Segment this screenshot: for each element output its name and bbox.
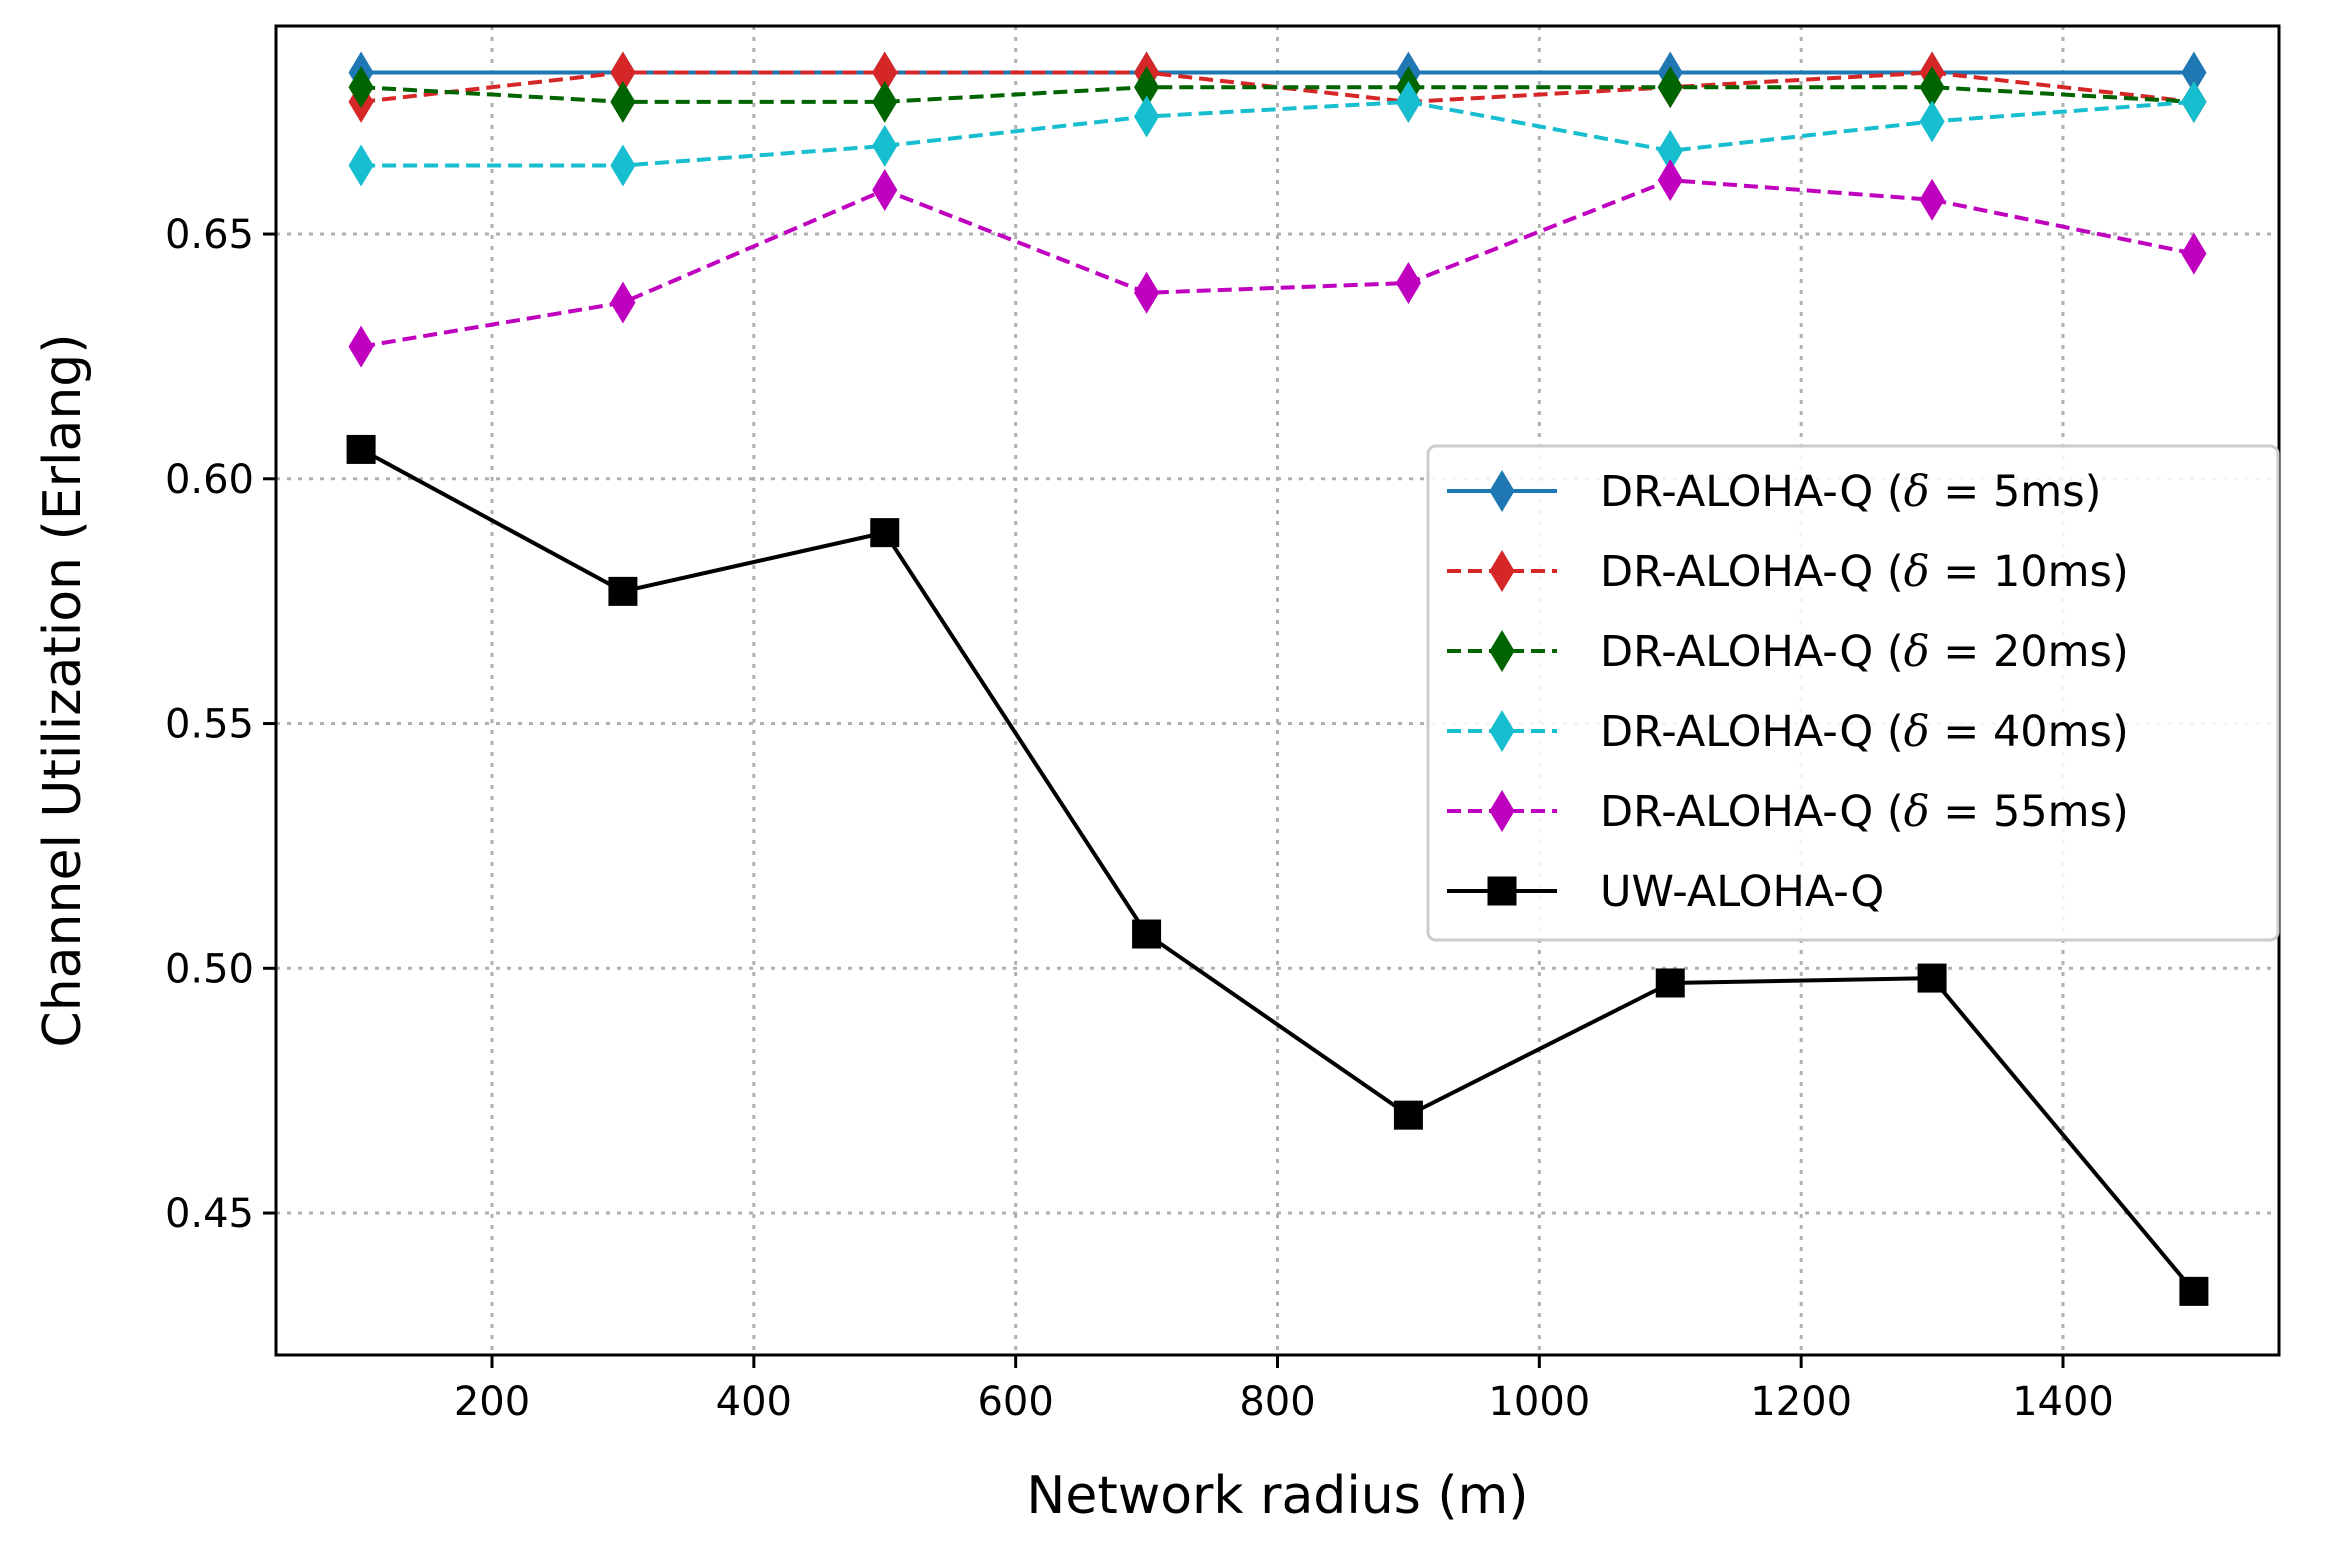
- series-5-point-7: [2179, 1276, 2209, 1306]
- series-3-point-1: [610, 144, 636, 187]
- legend-box: [1426, 444, 2280, 942]
- series-2-line: [360, 85, 2195, 104]
- grid: [276, 26, 2279, 1355]
- series-3-point-4: [1395, 80, 1421, 123]
- series-4-point-7: [2181, 232, 2207, 275]
- series-5-point-0: [346, 434, 376, 464]
- series-3-point-3: [1134, 95, 1160, 138]
- x-axis-label: Network radius (m): [1026, 1466, 1528, 1526]
- series-3: [348, 80, 2207, 187]
- series-2-point-5: [1657, 66, 1683, 109]
- series-5-point-6: [1917, 963, 1947, 993]
- y-tick-label-4: 0.65: [165, 212, 254, 258]
- series-1-line: [360, 70, 2195, 104]
- series-4-point-1: [610, 281, 636, 324]
- series-5: [346, 434, 2209, 1306]
- series-4-point-0: [348, 325, 374, 368]
- x-tick-label-400: 400: [716, 1379, 792, 1425]
- x-tick-label-800: 800: [1239, 1379, 1315, 1425]
- legend-entry-2: DR-ALOHA-Q (δ = 20ms): [1447, 627, 2129, 677]
- legend-label-1: DR-ALOHA-Q (δ = 10ms): [1600, 547, 2129, 597]
- legend-label-0: DR-ALOHA-Q (δ = 5ms): [1600, 467, 2101, 517]
- series-3-point-2: [872, 124, 898, 167]
- series-5-point-4: [1393, 1100, 1423, 1130]
- x-tick-label-1400: 1400: [2012, 1379, 2114, 1425]
- series-2-point-0: [348, 66, 374, 109]
- series-3-line: [361, 99, 2195, 168]
- legend-swatch-marker-3: [1489, 710, 1515, 752]
- series-2-point-1: [610, 80, 636, 123]
- legend-swatch-marker-0: [1489, 470, 1515, 512]
- x-tick-label-600: 600: [977, 1379, 1053, 1425]
- legend-entry-3: DR-ALOHA-Q (δ = 40ms): [1447, 707, 2129, 757]
- legend-entry-1: DR-ALOHA-Q (δ = 10ms): [1447, 547, 2129, 597]
- series-4-point-6: [1919, 178, 1945, 221]
- legend-swatch-marker-4: [1489, 790, 1515, 832]
- series-5-point-1: [608, 576, 638, 606]
- y-tick-label-1: 0.50: [165, 946, 254, 992]
- legend-entry-5: UW-ALOHA-Q: [1447, 867, 1884, 917]
- x-tick-label-200: 200: [454, 1379, 530, 1425]
- legend-swatch-marker-5: [1487, 876, 1517, 906]
- legend-label-4: DR-ALOHA-Q (δ = 55ms): [1600, 787, 2129, 837]
- series-4: [348, 159, 2207, 368]
- x-tick-label-1200: 1200: [1750, 1379, 1852, 1425]
- series-5-point-2: [870, 518, 900, 548]
- legend-label-5: UW-ALOHA-Q: [1600, 867, 1884, 917]
- y-axis-label: Channel Utilization (Erlang): [33, 333, 93, 1047]
- y-tick-label-3: 0.60: [165, 457, 254, 503]
- series: [346, 51, 2209, 1306]
- y-tick-label-0: 0.45: [165, 1191, 254, 1237]
- series-4-point-5: [1657, 159, 1683, 202]
- series-2-point-2: [872, 80, 898, 123]
- legend-label-2: DR-ALOHA-Q (δ = 20ms): [1600, 627, 2129, 677]
- series-3-point-6: [1919, 100, 1945, 143]
- series-5-point-5: [1655, 968, 1685, 998]
- x-tick-label-1000: 1000: [1488, 1379, 1590, 1425]
- series-4-point-4: [1395, 262, 1421, 304]
- series-5-line: [360, 447, 2196, 1293]
- legend-entry-4: DR-ALOHA-Q (δ = 55ms): [1447, 787, 2129, 837]
- series-4-point-2: [872, 169, 898, 211]
- series-3-point-7: [2181, 80, 2207, 123]
- series-5-point-3: [1132, 919, 1162, 949]
- series-4-point-3: [1134, 271, 1160, 314]
- legend-entry-0: DR-ALOHA-Q (δ = 5ms): [1447, 467, 2101, 517]
- axis-ticks: 200 400 600 800 1000 1200 1400 0.45 0.50 0.55 0.60…: [165, 212, 2114, 1425]
- legend-label-3: DR-ALOHA-Q (δ = 40ms): [1600, 707, 2129, 757]
- legend-swatch-marker-1: [1489, 550, 1515, 592]
- series-3-point-0: [348, 144, 374, 187]
- legend: DR-ALOHA-Q (δ = 5ms) DR-ALOHA-Q (δ = 10ms…: [1426, 444, 2280, 942]
- legend-swatch-marker-2: [1489, 630, 1515, 672]
- y-tick-label-2: 0.55: [165, 702, 254, 748]
